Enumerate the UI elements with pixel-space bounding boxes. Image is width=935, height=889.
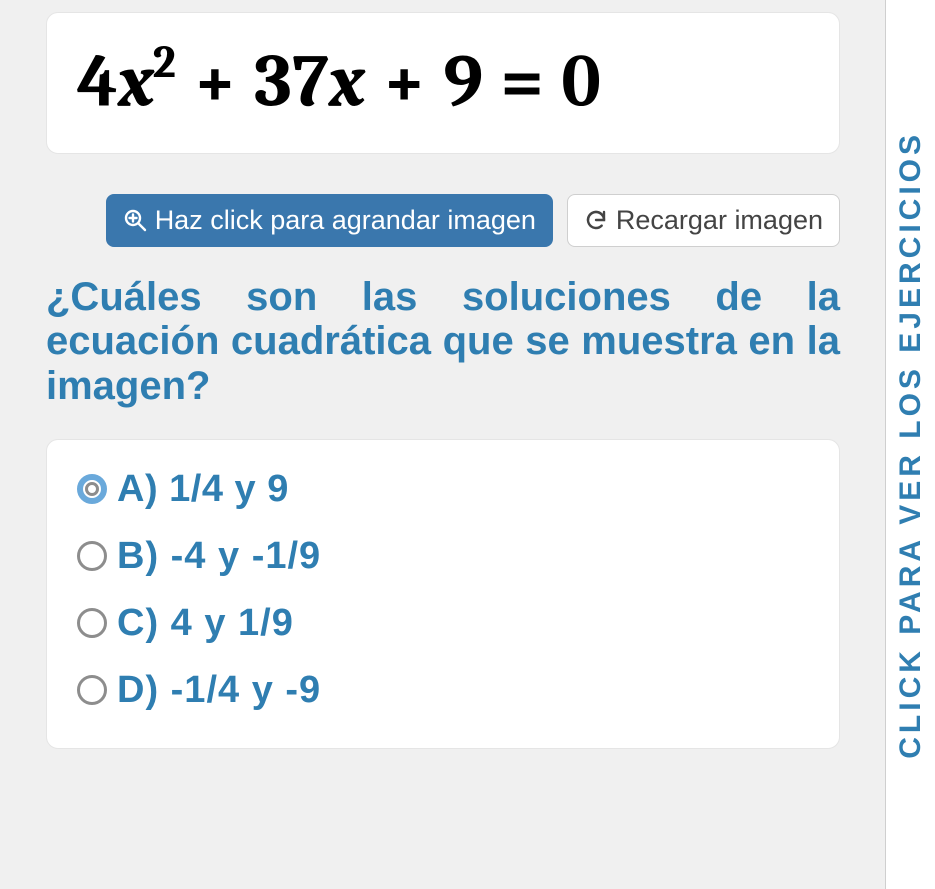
- radio-b[interactable]: [77, 541, 107, 571]
- plus-1: +: [176, 38, 254, 124]
- coeff-b: 37: [254, 38, 329, 124]
- side-rail-label: CLICK PARA VER LOS EJERCICIOS: [894, 131, 928, 759]
- var-x2: x: [329, 38, 365, 124]
- option-a-label: A) 1/4 y 9: [117, 468, 289, 511]
- radio-d[interactable]: [77, 675, 107, 705]
- radio-a[interactable]: [77, 474, 107, 504]
- coeff-c: 9: [443, 38, 483, 124]
- exponent: 2: [153, 37, 177, 89]
- option-c[interactable]: C) 4 y 1/9: [77, 602, 813, 645]
- enlarge-image-label: Haz click para agrandar imagen: [155, 204, 536, 236]
- enlarge-image-button[interactable]: Haz click para agrandar imagen: [106, 194, 553, 246]
- side-rail[interactable]: CLICK PARA VER LOS EJERCICIOS: [885, 0, 935, 889]
- reload-image-button[interactable]: Recargar imagen: [567, 194, 840, 246]
- equation-card: 4x2 + 37x + 9 = 0: [46, 12, 840, 154]
- options-card: A) 1/4 y 9 B) -4 y -1/9 C) 4 y 1/9 D) -1…: [46, 439, 840, 749]
- equation: 4x2 + 37x + 9 = 0: [77, 39, 809, 121]
- equals: =: [483, 38, 561, 124]
- option-b[interactable]: B) -4 y -1/9: [77, 535, 813, 578]
- reload-icon: [584, 208, 608, 232]
- image-actions-row: Haz click para agrandar imagen Recargar …: [46, 194, 840, 246]
- option-b-label: B) -4 y -1/9: [117, 535, 321, 578]
- main-column: 4x2 + 37x + 9 = 0 Haz click para agranda…: [0, 0, 870, 749]
- radio-c[interactable]: [77, 608, 107, 638]
- option-d-label: D) -1/4 y -9: [117, 669, 321, 712]
- zoom-plus-icon: [123, 208, 147, 232]
- question-text: ¿Cuáles son las soluciones de la ecuació…: [46, 275, 840, 409]
- rhs: 0: [561, 38, 601, 124]
- option-d[interactable]: D) -1/4 y -9: [77, 669, 813, 712]
- reload-image-label: Recargar imagen: [616, 204, 823, 236]
- plus-2: +: [366, 38, 444, 124]
- option-c-label: C) 4 y 1/9: [117, 602, 294, 645]
- var-x1: x: [118, 38, 154, 124]
- option-a[interactable]: A) 1/4 y 9: [77, 468, 813, 511]
- coeff-a: 4: [77, 38, 118, 124]
